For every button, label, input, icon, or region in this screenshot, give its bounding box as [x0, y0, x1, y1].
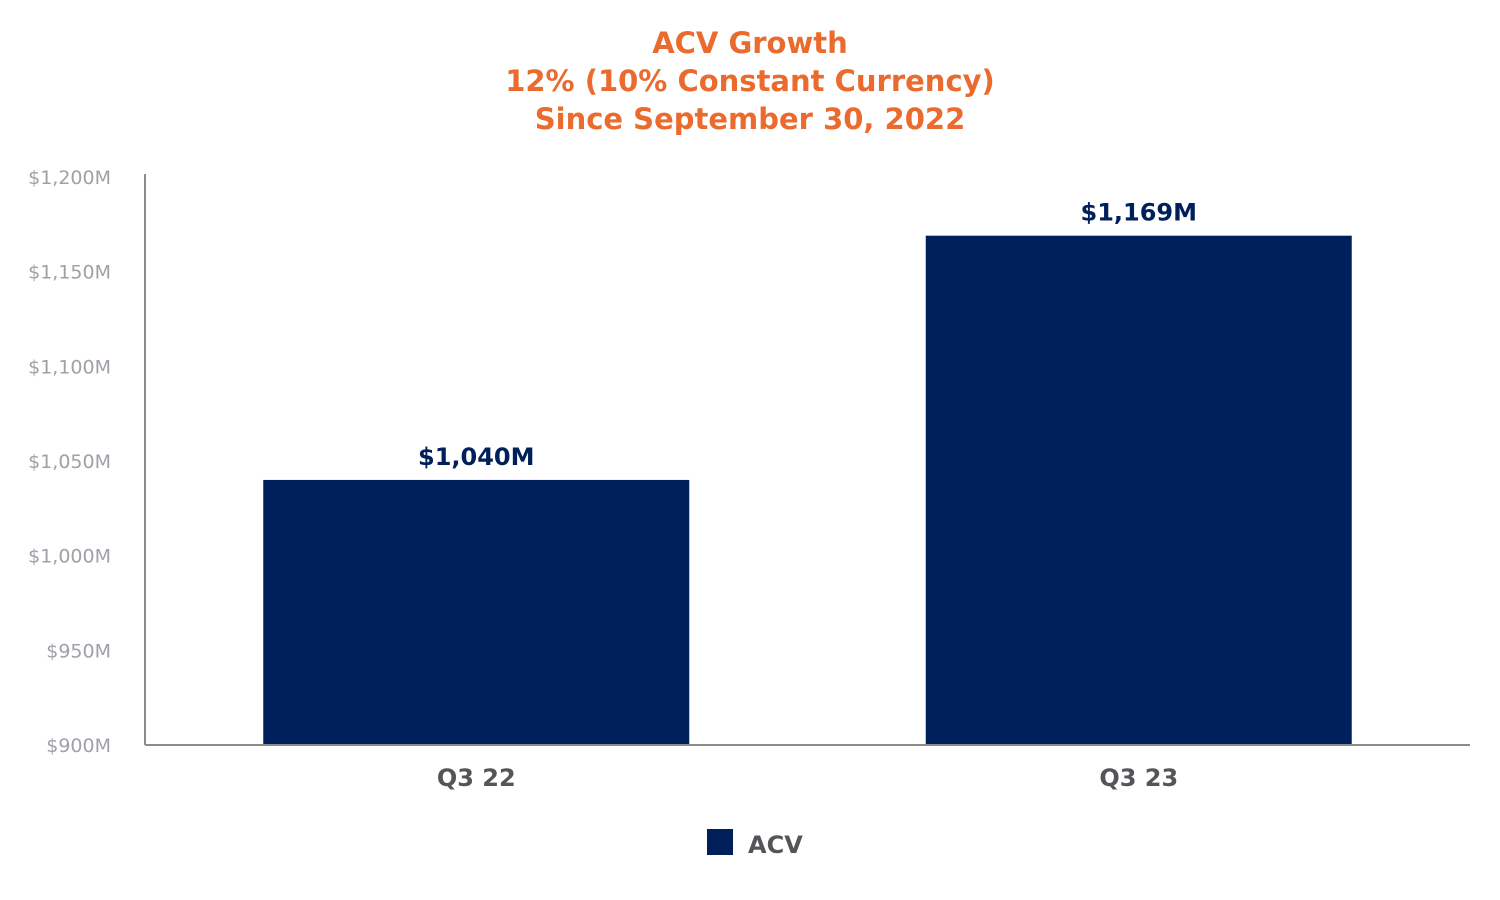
- x-category-label: Q3 23: [1099, 764, 1178, 792]
- y-tick-label: $950M: [46, 640, 111, 662]
- data-label-1: $1,040M: [418, 443, 535, 471]
- y-axis-ticks: $900M $950M $1,000M $1,050M $1,100M $1,150M $1…: [28, 167, 111, 757]
- data-label-2: $1,169M: [1081, 199, 1198, 227]
- bar-1: [263, 479, 690, 745]
- bars-group: [263, 235, 1352, 745]
- y-tick-label: $1,050M: [28, 451, 111, 473]
- y-tick-label: $1,200M: [28, 167, 111, 189]
- legend-swatch-acv: [707, 829, 733, 855]
- chart-title-line-1: ACV Growth: [652, 26, 848, 60]
- y-tick-label: $1,100M: [28, 356, 111, 378]
- y-tick-label: $1,150M: [28, 262, 111, 284]
- bar-2: [925, 235, 1352, 745]
- legend: ACV: [707, 829, 803, 859]
- chart-title: ACV Growth 12% (10% Constant Currency) S…: [0, 24, 1500, 138]
- chart-title-line-2: 12% (10% Constant Currency): [505, 64, 995, 98]
- y-tick-label: $1,000M: [28, 546, 111, 568]
- chart-title-line-3: Since September 30, 2022: [534, 102, 966, 136]
- x-category-label: Q3 22: [437, 764, 516, 792]
- legend-label-acv: ACV: [748, 831, 803, 859]
- category-labels-group: Q3 22 Q3 23: [437, 764, 1178, 792]
- y-tick-label: $900M: [46, 735, 111, 757]
- data-labels-group: $1,040M $1,169M: [418, 199, 1197, 471]
